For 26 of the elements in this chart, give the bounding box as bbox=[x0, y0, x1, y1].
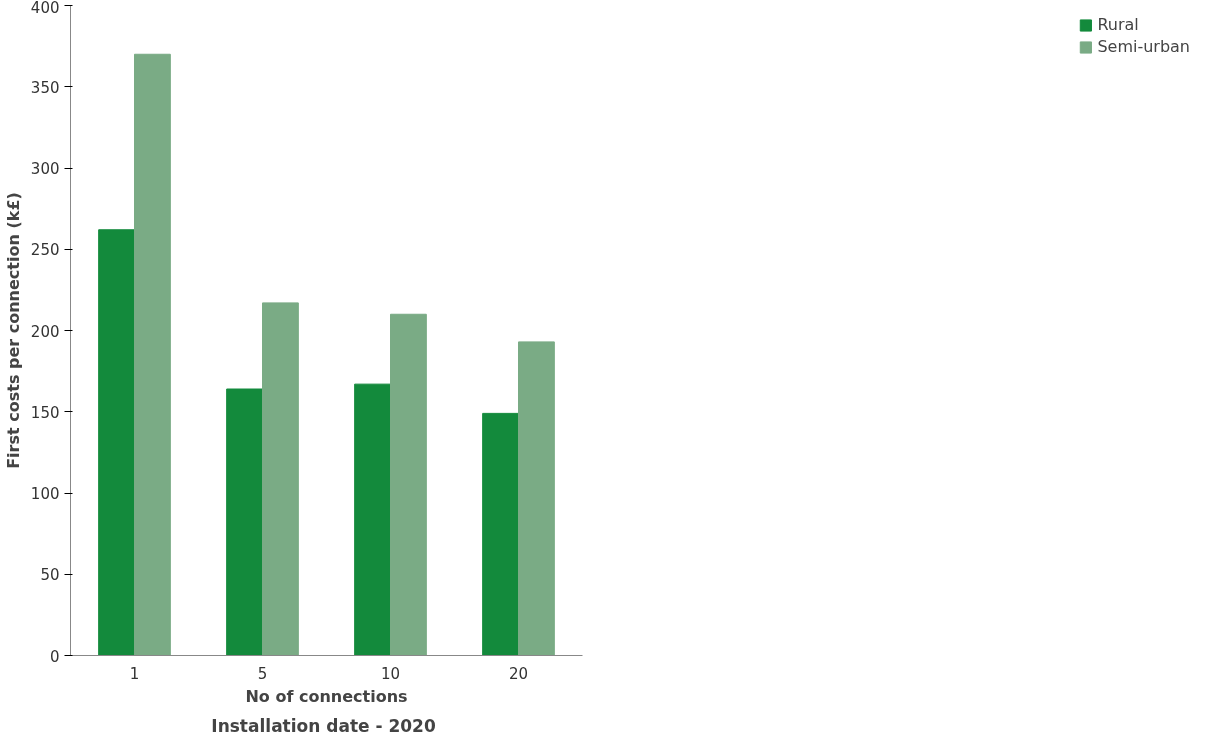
bar bbox=[98, 229, 135, 656]
legend-label: Semi-urban bbox=[1097, 37, 1190, 56]
text: Installation date - 2020 bbox=[211, 715, 436, 736]
bar bbox=[134, 53, 171, 656]
bar bbox=[518, 341, 555, 656]
x-tick-label: 20 bbox=[508, 664, 529, 683]
y-tick-label: 350 bbox=[30, 78, 60, 97]
x-tick-label: 5 bbox=[257, 664, 268, 683]
y-tick-label: 300 bbox=[30, 160, 60, 178]
x-axis-title: No of connections bbox=[245, 686, 408, 706]
y-tick-label: 0 bbox=[49, 647, 60, 666]
y-axis-title: First costs per connection (k£) bbox=[3, 192, 23, 469]
bar bbox=[262, 302, 299, 656]
y-tick-label: 50 bbox=[40, 566, 60, 585]
bar bbox=[354, 383, 391, 656]
y-tick-label: 100 bbox=[30, 485, 60, 503]
y-tick-label: 200 bbox=[30, 322, 60, 341]
y-tick-label: 400 bbox=[30, 0, 60, 17]
x-tick-label: 1 bbox=[129, 664, 140, 683]
legend-label: Rural bbox=[1097, 15, 1139, 34]
bar bbox=[226, 388, 263, 656]
x-tick-label: 10 bbox=[380, 664, 401, 683]
y-tick-label: 150 bbox=[30, 403, 60, 422]
bar bbox=[482, 412, 519, 656]
bar bbox=[390, 313, 427, 656]
y-tick-label: 250 bbox=[30, 241, 60, 260]
